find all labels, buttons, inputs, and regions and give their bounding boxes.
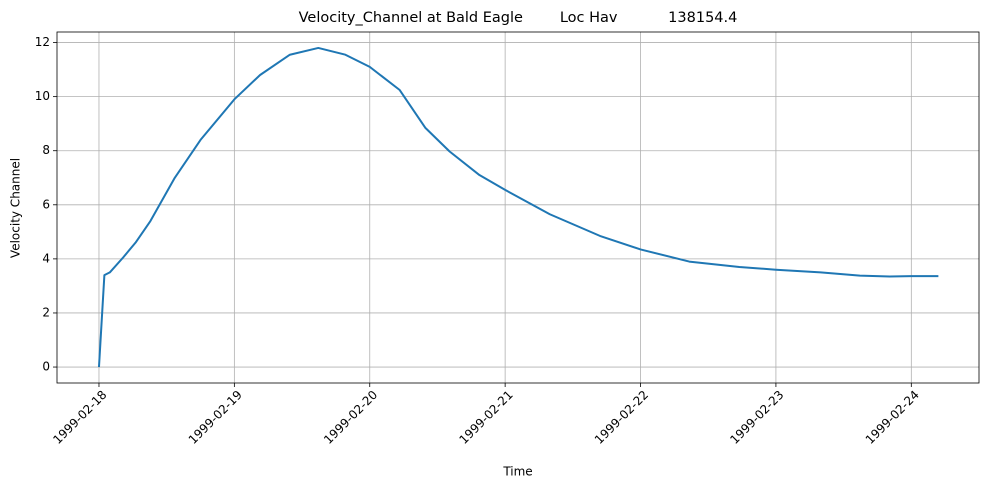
x-tick-label: 1999-02-21 (457, 388, 516, 447)
y-tick-label: 0 (42, 360, 50, 374)
y-tick-label: 6 (42, 197, 50, 211)
x-tick-label: 1999-02-18 (50, 388, 109, 447)
x-tick-label: 1999-02-19 (186, 388, 245, 447)
x-tick-label: 1999-02-23 (727, 388, 786, 447)
y-tick-label: 8 (42, 143, 50, 157)
y-tick-label: 2 (42, 305, 50, 319)
data-line (97, 46, 939, 368)
x-tick-label: 1999-02-24 (863, 388, 922, 447)
y-tick-label: 12 (35, 35, 50, 49)
x-tick-label: 1999-02-22 (592, 388, 651, 447)
y-tick-label: 10 (35, 89, 50, 103)
chart-title: Velocity_Channel at Bald Eagle Loc Hav 1… (299, 10, 738, 26)
x-tick-label: 1999-02-20 (321, 388, 380, 447)
y-axis-label: Velocity Channel (9, 158, 23, 258)
x-axis-label: Time (502, 465, 532, 479)
plot-frame (56, 31, 980, 384)
y-tick-label: 4 (42, 251, 50, 265)
